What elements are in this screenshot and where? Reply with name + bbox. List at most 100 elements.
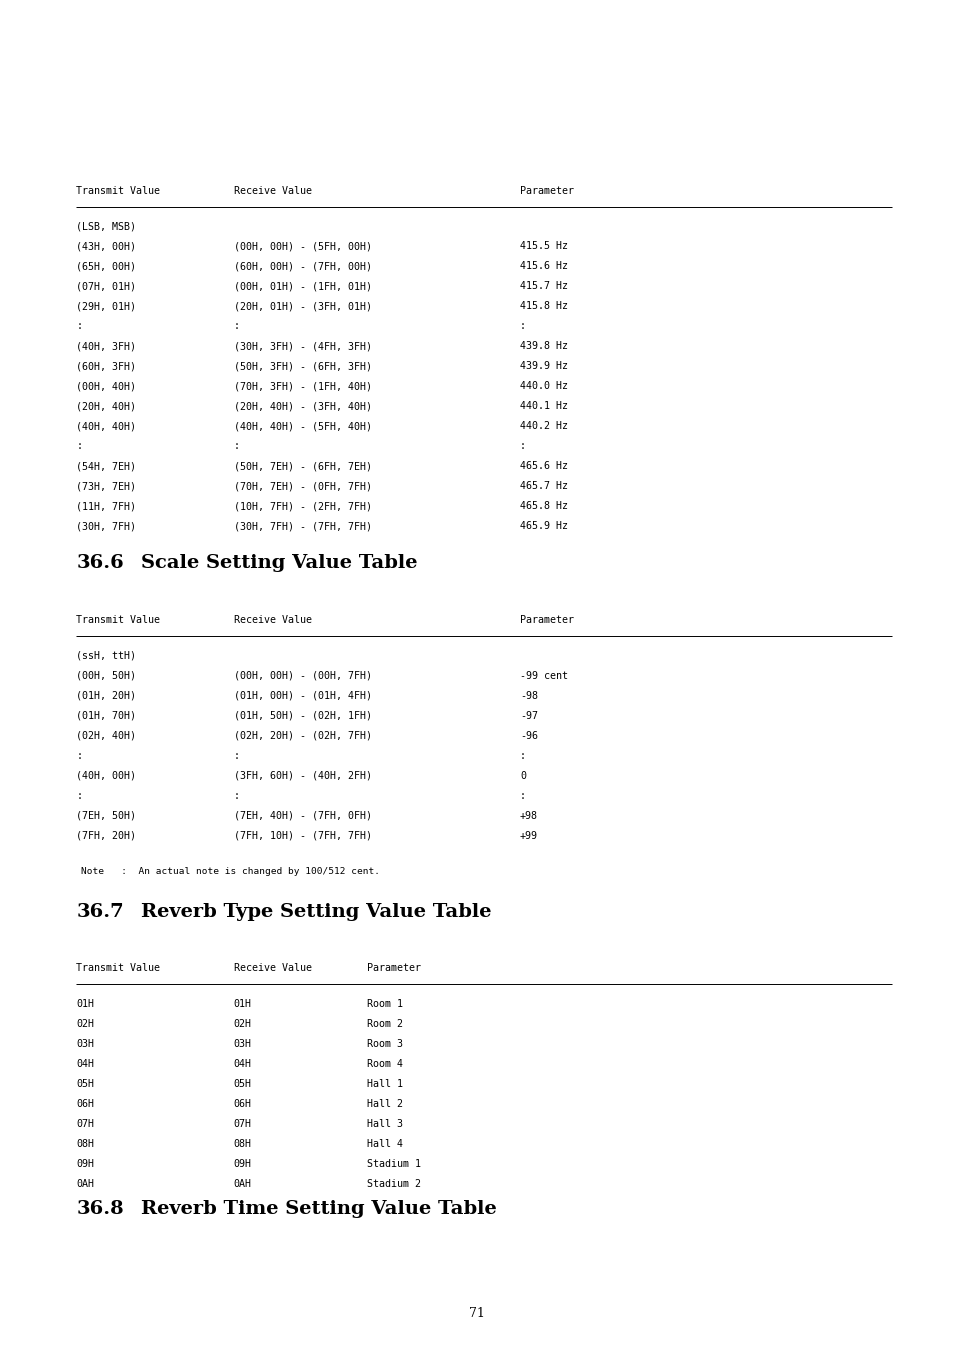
Text: 0AH: 0AH (76, 1179, 94, 1189)
Text: (60H, 3FH): (60H, 3FH) (76, 362, 136, 371)
Text: -97: -97 (519, 710, 537, 721)
Text: 36.7: 36.7 (76, 903, 124, 921)
Text: Hall 2: Hall 2 (367, 1099, 403, 1108)
Text: -96: -96 (519, 730, 537, 741)
Text: Parameter: Parameter (519, 616, 574, 625)
Text: (7EH, 40H) - (7FH, 0FH): (7EH, 40H) - (7FH, 0FH) (233, 810, 372, 821)
Text: 05H: 05H (233, 1079, 252, 1089)
Text: (LSB, MSB): (LSB, MSB) (76, 221, 136, 231)
Text: (7FH, 20H): (7FH, 20H) (76, 830, 136, 841)
Text: 08H: 08H (76, 1139, 94, 1149)
Text: 465.8 Hz: 465.8 Hz (519, 501, 567, 512)
Text: Hall 4: Hall 4 (367, 1139, 403, 1149)
Text: :: : (233, 751, 239, 760)
Text: +98: +98 (519, 810, 537, 821)
Text: Stadium 1: Stadium 1 (367, 1158, 421, 1169)
Text: 440.1 Hz: 440.1 Hz (519, 401, 567, 412)
Text: 07H: 07H (76, 1119, 94, 1129)
Text: :: : (519, 441, 525, 451)
Text: 08H: 08H (233, 1139, 252, 1149)
Text: Note   :  An actual note is changed by 100/512 cent.: Note : An actual note is changed by 100/… (81, 867, 379, 876)
Text: Stadium 2: Stadium 2 (367, 1179, 421, 1189)
Text: (50H, 7EH) - (6FH, 7EH): (50H, 7EH) - (6FH, 7EH) (233, 462, 372, 471)
Text: 06H: 06H (76, 1099, 94, 1108)
Text: (29H, 01H): (29H, 01H) (76, 301, 136, 312)
Text: 03H: 03H (76, 1040, 94, 1049)
Text: :: : (76, 791, 82, 801)
Text: Room 1: Room 1 (367, 999, 403, 1008)
Text: (7EH, 50H): (7EH, 50H) (76, 810, 136, 821)
Text: :: : (519, 321, 525, 331)
Text: (40H, 40H) - (5FH, 40H): (40H, 40H) - (5FH, 40H) (233, 421, 372, 431)
Text: (40H, 3FH): (40H, 3FH) (76, 342, 136, 351)
Text: Hall 1: Hall 1 (367, 1079, 403, 1089)
Text: Hall 3: Hall 3 (367, 1119, 403, 1129)
Text: (40H, 00H): (40H, 00H) (76, 771, 136, 780)
Text: 04H: 04H (76, 1058, 94, 1069)
Text: Room 3: Room 3 (367, 1040, 403, 1049)
Text: (01H, 20H): (01H, 20H) (76, 691, 136, 701)
Text: Receive Value: Receive Value (233, 964, 312, 973)
Text: 415.7 Hz: 415.7 Hz (519, 281, 567, 292)
Text: Transmit Value: Transmit Value (76, 186, 160, 196)
Text: (ssH, ttH): (ssH, ttH) (76, 651, 136, 660)
Text: 03H: 03H (233, 1040, 252, 1049)
Text: Receive Value: Receive Value (233, 616, 312, 625)
Text: -98: -98 (519, 691, 537, 701)
Text: :: : (233, 321, 239, 331)
Text: Room 4: Room 4 (367, 1058, 403, 1069)
Text: :: : (233, 441, 239, 451)
Text: 07H: 07H (233, 1119, 252, 1129)
Text: 06H: 06H (233, 1099, 252, 1108)
Text: Transmit Value: Transmit Value (76, 616, 160, 625)
Text: (20H, 40H): (20H, 40H) (76, 401, 136, 412)
Text: 09H: 09H (76, 1158, 94, 1169)
Text: 439.8 Hz: 439.8 Hz (519, 342, 567, 351)
Text: :: : (519, 791, 525, 801)
Text: (02H, 40H): (02H, 40H) (76, 730, 136, 741)
Text: (02H, 20H) - (02H, 7FH): (02H, 20H) - (02H, 7FH) (233, 730, 372, 741)
Text: (70H, 3FH) - (1FH, 40H): (70H, 3FH) - (1FH, 40H) (233, 381, 372, 392)
Text: 36.8: 36.8 (76, 1200, 124, 1218)
Text: (40H, 40H): (40H, 40H) (76, 421, 136, 431)
Text: (00H, 00H) - (00H, 7FH): (00H, 00H) - (00H, 7FH) (233, 671, 372, 680)
Text: :: : (76, 321, 82, 331)
Text: (01H, 50H) - (02H, 1FH): (01H, 50H) - (02H, 1FH) (233, 710, 372, 721)
Text: 71: 71 (469, 1307, 484, 1320)
Text: Reverb Time Setting Value Table: Reverb Time Setting Value Table (141, 1200, 497, 1218)
Text: (73H, 7EH): (73H, 7EH) (76, 481, 136, 491)
Text: (00H, 00H) - (5FH, 00H): (00H, 00H) - (5FH, 00H) (233, 242, 372, 251)
Text: (00H, 50H): (00H, 50H) (76, 671, 136, 680)
Text: Receive Value: Receive Value (233, 186, 312, 196)
Text: 465.6 Hz: 465.6 Hz (519, 462, 567, 471)
Text: 439.9 Hz: 439.9 Hz (519, 362, 567, 371)
Text: 02H: 02H (233, 1019, 252, 1029)
Text: :: : (76, 441, 82, 451)
Text: (00H, 40H): (00H, 40H) (76, 381, 136, 392)
Text: (11H, 7FH): (11H, 7FH) (76, 501, 136, 512)
Text: Room 2: Room 2 (367, 1019, 403, 1029)
Text: (65H, 00H): (65H, 00H) (76, 262, 136, 271)
Text: 0: 0 (519, 771, 525, 780)
Text: 01H: 01H (76, 999, 94, 1008)
Text: -99 cent: -99 cent (519, 671, 567, 680)
Text: 440.2 Hz: 440.2 Hz (519, 421, 567, 431)
Text: (70H, 7EH) - (0FH, 7FH): (70H, 7EH) - (0FH, 7FH) (233, 481, 372, 491)
Text: (01H, 70H): (01H, 70H) (76, 710, 136, 721)
Text: (54H, 7EH): (54H, 7EH) (76, 462, 136, 471)
Text: 415.5 Hz: 415.5 Hz (519, 242, 567, 251)
Text: 415.6 Hz: 415.6 Hz (519, 262, 567, 271)
Text: (3FH, 60H) - (40H, 2FH): (3FH, 60H) - (40H, 2FH) (233, 771, 372, 780)
Text: (07H, 01H): (07H, 01H) (76, 281, 136, 292)
Text: Reverb Type Setting Value Table: Reverb Type Setting Value Table (141, 903, 491, 921)
Text: 0AH: 0AH (233, 1179, 252, 1189)
Text: (20H, 40H) - (3FH, 40H): (20H, 40H) - (3FH, 40H) (233, 401, 372, 412)
Text: (7FH, 10H) - (7FH, 7FH): (7FH, 10H) - (7FH, 7FH) (233, 830, 372, 841)
Text: 465.7 Hz: 465.7 Hz (519, 481, 567, 491)
Text: :: : (233, 791, 239, 801)
Text: 02H: 02H (76, 1019, 94, 1029)
Text: +99: +99 (519, 830, 537, 841)
Text: (00H, 01H) - (1FH, 01H): (00H, 01H) - (1FH, 01H) (233, 281, 372, 292)
Text: (30H, 7FH) - (7FH, 7FH): (30H, 7FH) - (7FH, 7FH) (233, 521, 372, 531)
Text: (01H, 00H) - (01H, 4FH): (01H, 00H) - (01H, 4FH) (233, 691, 372, 701)
